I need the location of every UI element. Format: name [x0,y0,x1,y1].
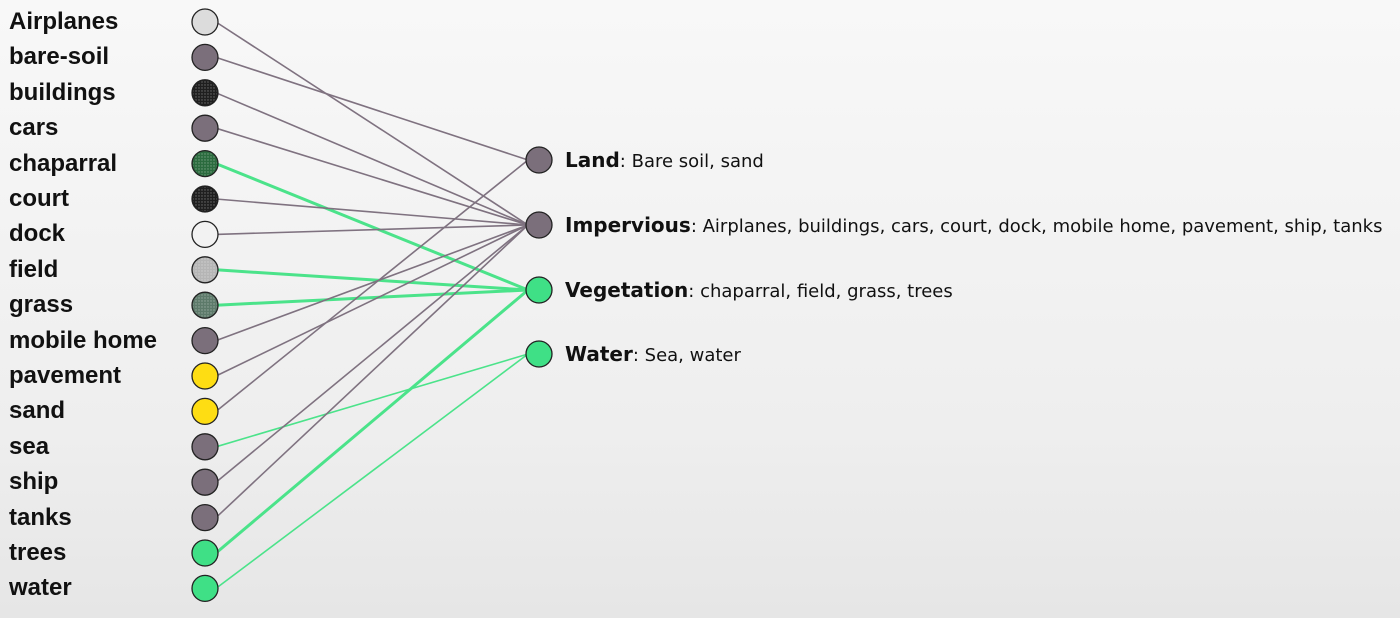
source-node-dock [191,220,219,249]
target-name: Water [565,342,633,366]
source-node-circle [191,362,219,390]
source-node-field [191,256,219,284]
source-node-texture [193,187,217,211]
link-dock-to-impervious [215,224,529,236]
source-label-chaparral: chaparral [9,149,118,177]
source-label-dock: dock [9,220,66,248]
target-label-impervious: Impervious: Airplanes, buildings, cars, … [565,210,1382,240]
target-name: Impervious [565,213,691,237]
source-label-sea: sea [9,432,50,460]
source-node-buildings [191,79,219,107]
source-node-grass [191,291,219,319]
link-cars-to-impervious [215,127,529,226]
link-pavement-to-impervious [215,224,529,377]
source-node-texture [193,151,217,176]
source-node-circle [191,539,219,567]
nodes-layer [191,8,553,603]
target-name: Vegetation [565,278,689,302]
source-node-circle [191,220,219,249]
source-label-pavement: pavement [9,362,122,389]
source-label-trees: trees [9,539,67,566]
source-node-sand [191,397,219,426]
source-node-circle [191,8,219,36]
source-node-trees [191,539,219,567]
source-label-sand: sand [9,397,66,425]
source-label-mobile-home: mobile home [9,326,158,354]
source-node-circle [191,397,219,426]
link-buildings-to-impervious [215,92,529,226]
source-label-grass: grass [9,291,74,319]
source-node-circle [191,43,219,72]
source-label-tanks: tanks [9,503,72,531]
target-label-water: Water: Sea, water [565,339,741,369]
target-members: Airplanes, buildings, cars, court, dock,… [696,216,1383,237]
link-tanks-to-impervious [215,224,529,519]
source-node-ship [191,468,219,496]
link-sand-to-land [215,159,529,413]
target-node-water [525,340,553,368]
source-node-sea [191,433,219,461]
link-trees-to-vegetation [215,288,529,555]
source-node-cars [191,114,219,142]
link-airplanes-to-impervious [215,21,529,226]
links-layer [215,21,529,590]
target-separator: : [690,216,697,237]
source-node-court [191,185,219,213]
target-node-vegetation [525,276,553,304]
source-node-circle [191,503,219,532]
target-label-vegetation: Vegetation: chaparral, field, grass, tre… [565,275,953,305]
link-bare-soil-to-land [215,56,529,161]
target-members: chaparral, field, grass, trees [694,281,953,302]
link-mobile-home-to-impervious [215,224,529,342]
source-node-chaparral [191,149,219,178]
source-label-field: field [9,255,59,283]
source-label-bare-soil: bare-soil [9,43,110,71]
source-node-texture [193,80,217,105]
source-label-water: water [9,574,72,602]
source-node-pavement [191,362,219,390]
link-court-to-impervious [215,198,529,226]
target-separator: : [632,345,639,366]
source-label-ship: ship [9,468,59,496]
source-label-cars: cars [9,114,59,142]
target-node-land [525,146,553,174]
source-node-tanks [191,503,219,532]
target-members: Bare soil, sand [625,151,764,172]
source-node-circle [191,433,219,461]
source-node-bare-soil [191,43,219,72]
source-node-texture [193,257,217,282]
source-node-texture [193,293,217,318]
source-node-circle [191,114,219,142]
source-node-water [191,574,219,603]
source-label-court: court [9,185,69,212]
link-ship-to-impervious [215,224,529,483]
target-node-impervious [525,211,553,239]
link-chaparral-to-vegetation [215,162,529,292]
link-field-to-vegetation [215,268,529,292]
target-separator: : [688,281,695,302]
link-grass-to-vegetation [215,288,529,307]
source-node-airplanes [191,8,219,36]
target-label-land: Land: Bare soil, sand [565,145,764,175]
target-separator: : [619,151,626,172]
source-node-circle [191,326,219,355]
source-node-circle [191,574,219,603]
source-node-mobile-home [191,326,219,355]
link-sea-to-water [215,353,529,448]
target-members: Sea, water [638,345,741,366]
source-label-buildings: buildings [9,78,116,106]
link-water-to-water [215,353,529,590]
target-name: Land [565,148,620,172]
source-node-circle [191,468,219,496]
source-label-airplanes: Airplanes [9,8,119,35]
